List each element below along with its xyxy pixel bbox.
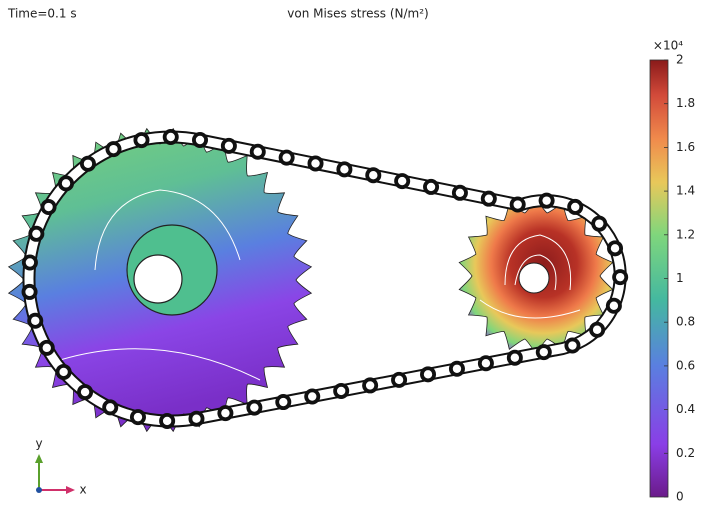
chain-pin — [592, 325, 602, 334]
chain-pin — [133, 412, 143, 422]
colorbar-tick-label: 1.4 — [676, 184, 695, 198]
chain-pin — [609, 301, 619, 310]
chain-pin — [166, 132, 175, 142]
chain-pin — [31, 316, 40, 325]
chain-pin — [365, 381, 375, 390]
chain-pin — [513, 200, 522, 209]
contour-line — [59, 348, 261, 381]
chain-pin — [162, 416, 172, 426]
colorbar-tick-label: 0.8 — [676, 315, 695, 329]
chain-pin — [397, 176, 407, 186]
chain-pin — [542, 196, 551, 205]
chain-pin — [423, 370, 433, 379]
plot-title: von Mises stress (N/m²) — [287, 7, 428, 21]
chain-pin — [568, 341, 577, 350]
chain-pin — [42, 343, 51, 353]
chain-pin — [195, 135, 205, 145]
chain-pin — [610, 244, 620, 253]
chain-pin — [340, 165, 349, 174]
colorbar-tick-label: 1.2 — [676, 227, 695, 241]
chain-pin — [539, 347, 548, 357]
colorbar-tick-label: 0.4 — [676, 402, 695, 416]
colorbar-tick-label: 0.6 — [676, 358, 695, 372]
chain-pin — [106, 403, 115, 412]
colorbar-tick-label: 0.2 — [676, 446, 695, 460]
colorbar-tick-label: 1.8 — [676, 96, 695, 110]
contour-line — [504, 234, 572, 291]
contour-line — [479, 299, 581, 319]
chain-pin — [224, 141, 234, 151]
chain-pin — [61, 179, 71, 188]
chain-pin — [369, 170, 378, 180]
y-axis-label: y — [35, 437, 42, 451]
chain-pin — [221, 408, 230, 418]
contour-line — [514, 254, 557, 291]
geometry — [7, 127, 629, 433]
chain-pin — [83, 159, 93, 168]
chain-pin — [455, 188, 465, 197]
contour-line — [94, 189, 241, 271]
shaft-hole — [518, 262, 550, 294]
chain-pin — [571, 202, 580, 212]
chain-pin — [394, 375, 404, 385]
chain-pin — [336, 386, 346, 396]
chain-pin — [80, 387, 90, 397]
chain-pin — [510, 353, 520, 362]
colorbar-multiplier: ×10⁴ — [653, 39, 683, 53]
chain-pin — [595, 219, 604, 228]
chain-pin — [137, 135, 146, 145]
axis-triad: y x — [35, 437, 87, 497]
chain-pin — [282, 153, 291, 162]
chain-pin — [481, 359, 491, 368]
chain-pin — [25, 258, 35, 267]
hub-hole — [133, 254, 183, 304]
chain-pin — [311, 159, 320, 168]
x-axis-label: x — [79, 483, 86, 497]
chain-pin — [109, 144, 118, 154]
chain-pin — [426, 182, 436, 192]
colorbar-tick-label: 1 — [676, 271, 684, 285]
chain-pin — [308, 392, 317, 401]
chain-pin — [615, 272, 625, 282]
chain-pin — [32, 229, 41, 238]
chain-pin — [250, 403, 259, 412]
chain-pin — [452, 364, 462, 373]
colorbar-tick-label: 0 — [676, 490, 684, 504]
chain-pin — [25, 287, 34, 297]
chain-pin — [253, 147, 262, 156]
chain-pin — [484, 194, 494, 203]
chain-pin — [59, 367, 68, 377]
time-label: Time=0.1 s — [7, 7, 77, 21]
chain-pin — [192, 414, 201, 423]
chain-pin — [44, 202, 53, 212]
colorbar-tick-label: 2 — [676, 53, 684, 67]
colorbar-tick-label: 1.6 — [676, 140, 695, 154]
chain-pin — [279, 397, 288, 407]
